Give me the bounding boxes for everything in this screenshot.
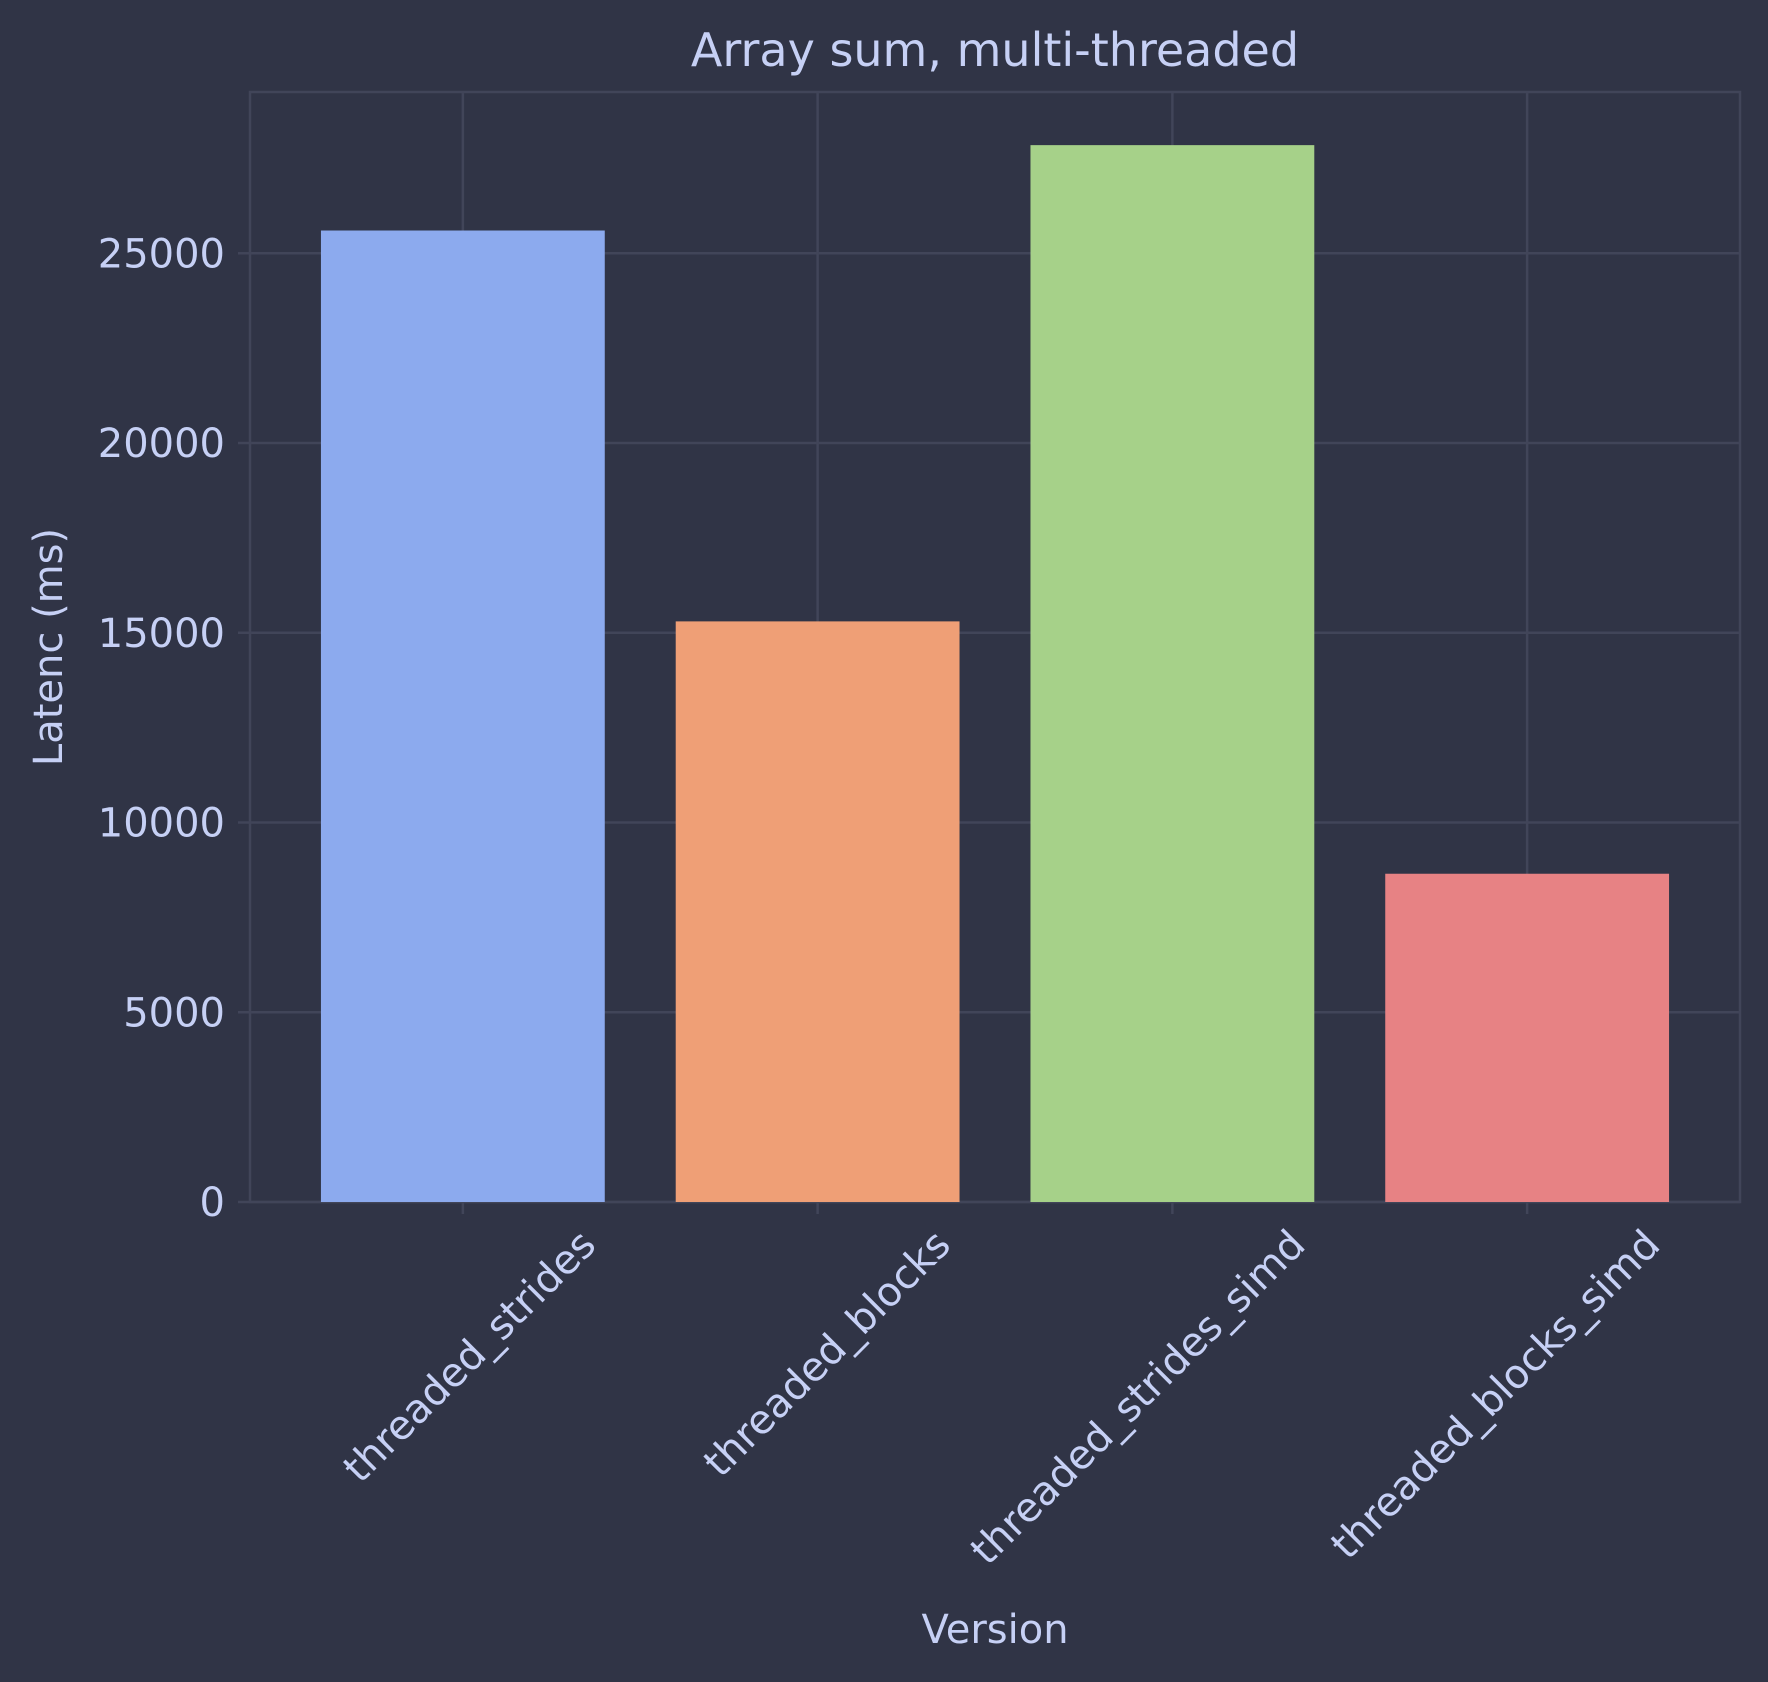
bar-threaded_strides_simd bbox=[1030, 145, 1315, 1203]
chart-title: Array sum, multi-threaded bbox=[691, 23, 1299, 77]
x-axis-label: Version bbox=[921, 1607, 1068, 1653]
y-tick-label: 10000 bbox=[98, 801, 225, 847]
y-axis-ticks: 0 5000 10000 15000 20000 25000 bbox=[98, 231, 250, 1226]
y-tick-label: 20000 bbox=[98, 421, 225, 467]
y-tick-label: 25000 bbox=[98, 231, 225, 277]
y-axis-label: Latenc (ms) bbox=[26, 528, 72, 766]
plot-frame bbox=[248, 90, 1742, 1204]
bar-threaded_blocks bbox=[675, 621, 960, 1202]
y-tick-label: 5000 bbox=[123, 990, 225, 1036]
bars bbox=[320, 145, 1670, 1203]
y-tick-label: 15000 bbox=[98, 611, 225, 657]
y-tick-label: 0 bbox=[200, 1180, 225, 1226]
bar-threaded_blocks_simd bbox=[1385, 873, 1670, 1202]
bar-threaded_strides bbox=[320, 230, 605, 1202]
